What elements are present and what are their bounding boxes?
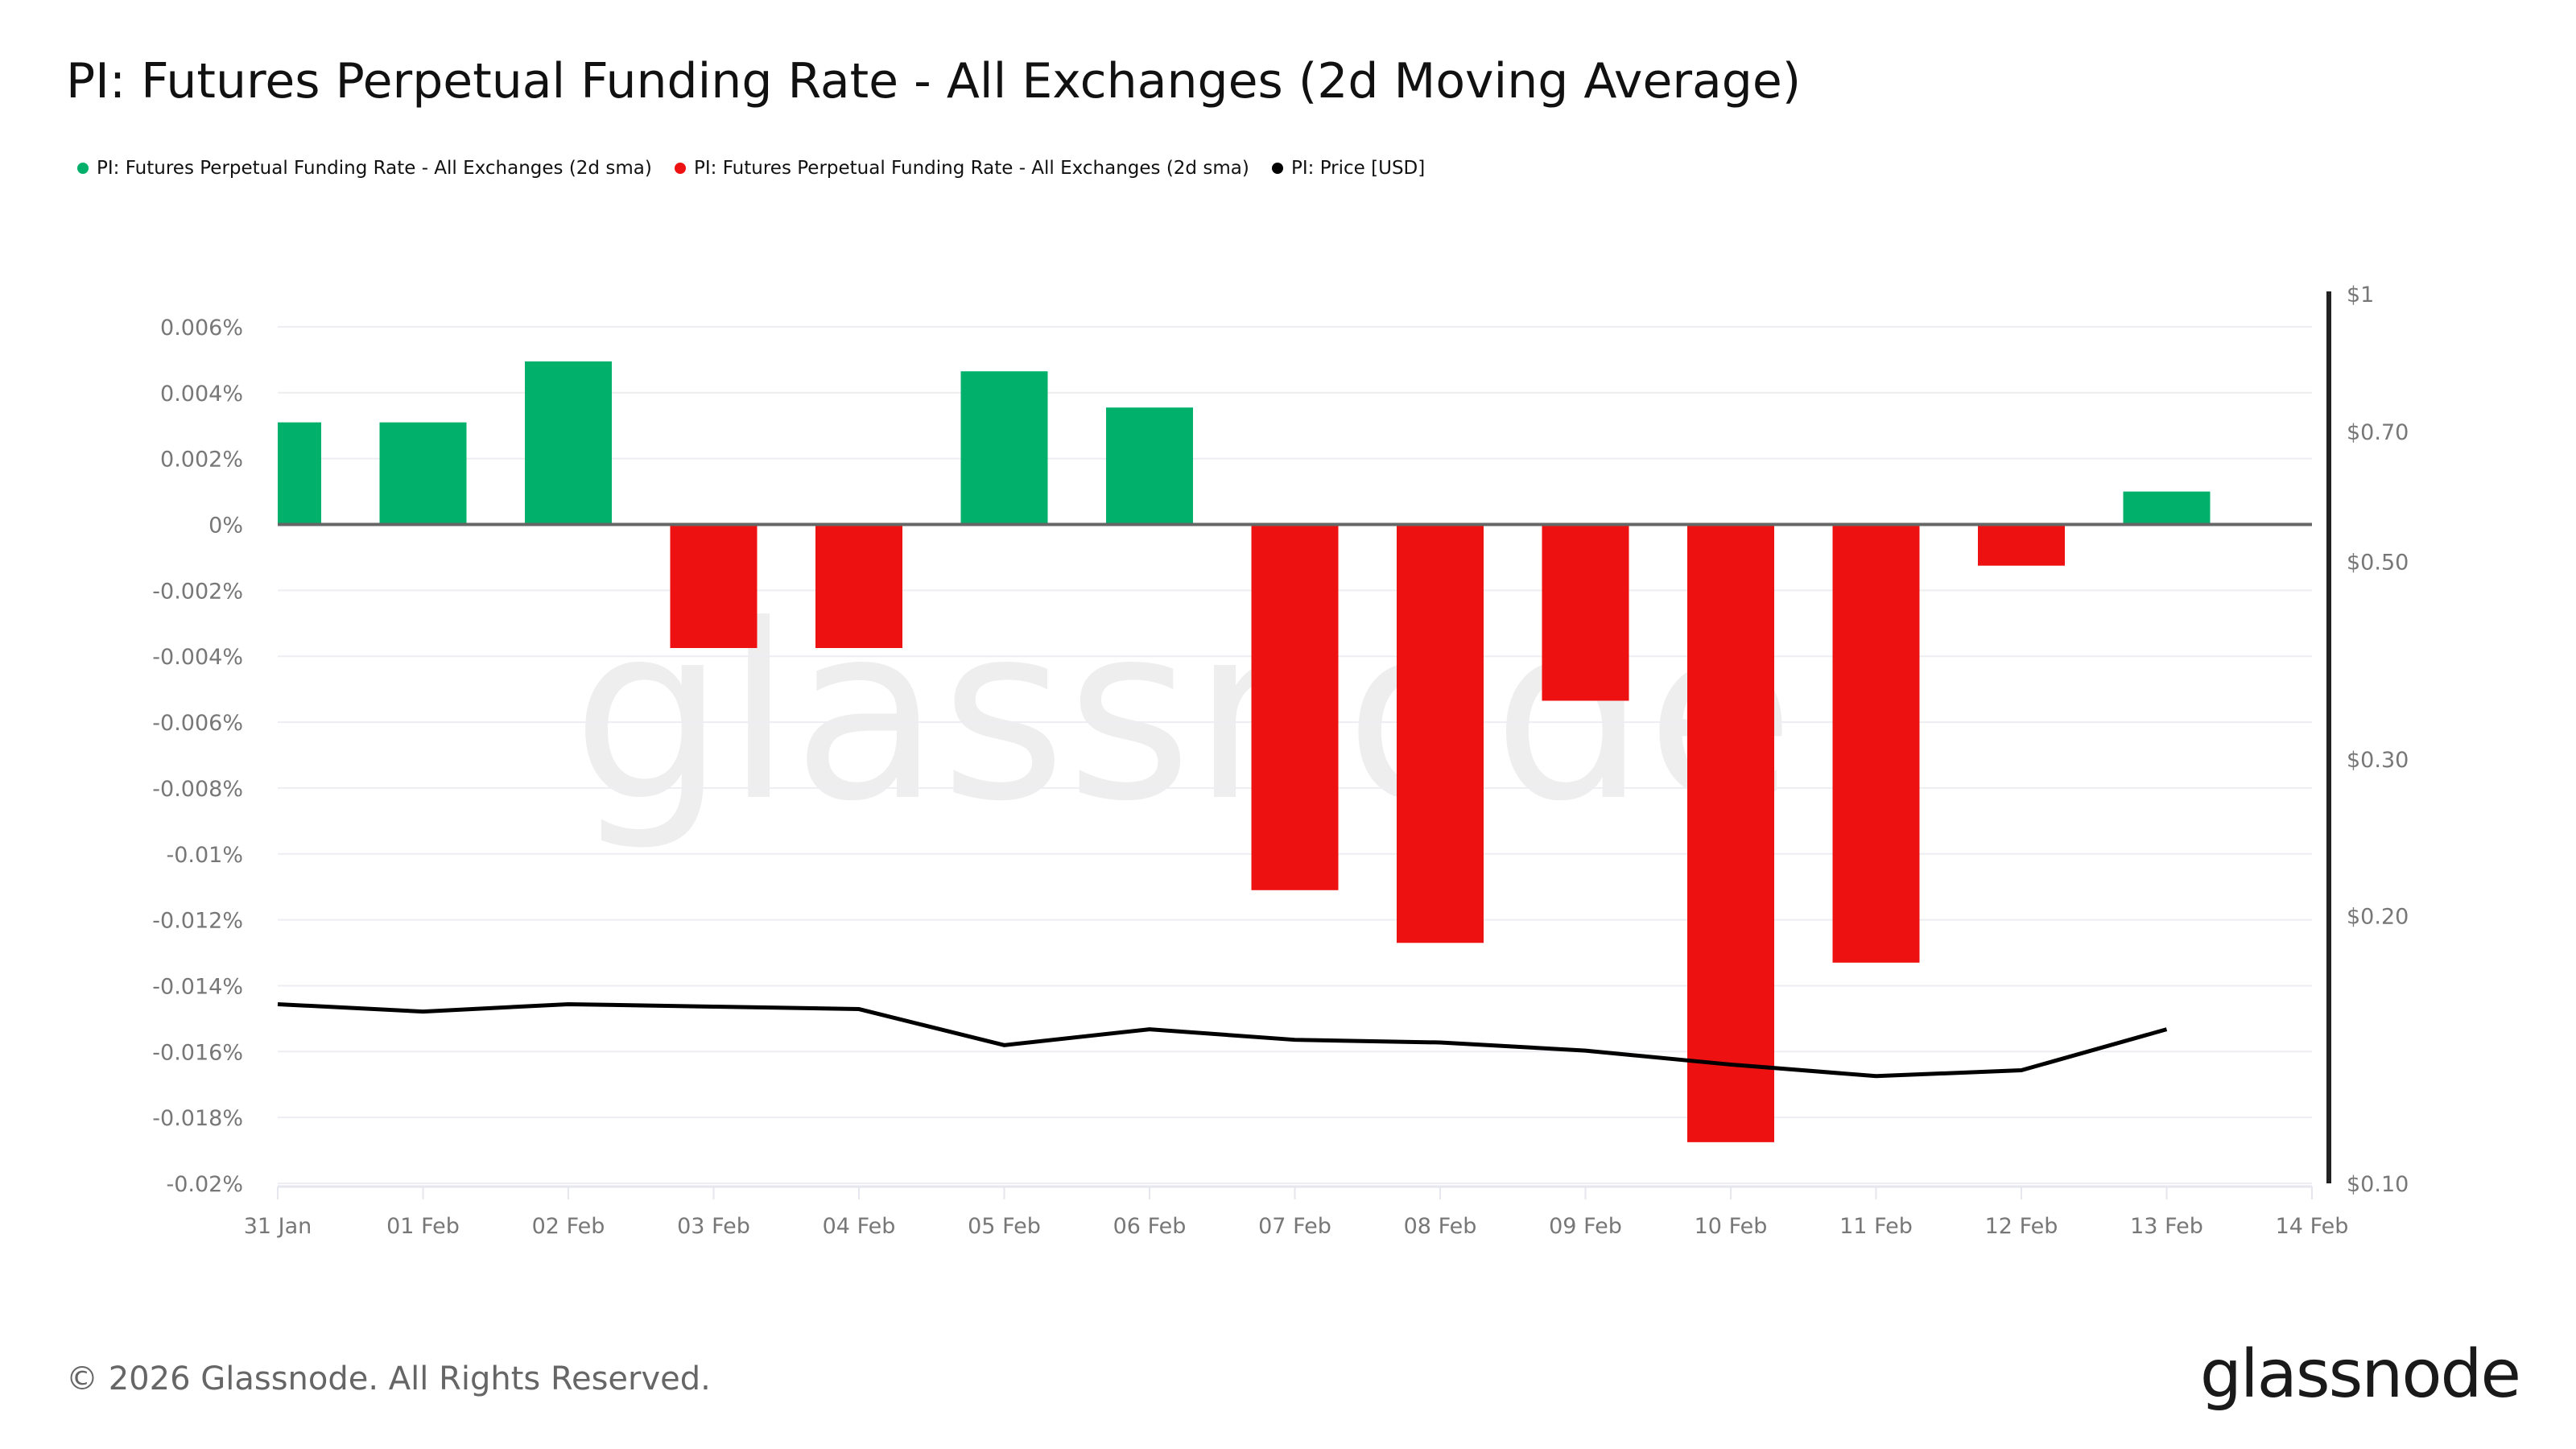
bar-positive — [960, 371, 1048, 525]
x-tick-label: 03 Feb — [677, 1214, 750, 1239]
x-tick-label: 13 Feb — [2130, 1214, 2203, 1239]
y-left-tick-label: -0.018% — [152, 1106, 243, 1131]
y-left-tick-label: 0.006% — [160, 316, 243, 341]
legend-item-funding-positive[interactable]: PI: Futures Perpetual Funding Rate - All… — [77, 158, 652, 179]
legend-dot-red-icon — [675, 163, 686, 174]
bar-positive — [379, 422, 467, 525]
legend-item-funding-negative[interactable]: PI: Futures Perpetual Funding Rate - All… — [675, 158, 1249, 179]
bar-negative — [1832, 524, 1920, 963]
x-tick-label: 14 Feb — [2276, 1214, 2349, 1239]
y-left-tick-label: -0.01% — [166, 843, 243, 868]
y-right-tick-label: $0.30 — [2347, 748, 2409, 773]
y-left-tick-label: -0.002% — [152, 579, 243, 604]
legend-label: PI: Price [USD] — [1291, 158, 1426, 179]
x-tick-label: 10 Feb — [1695, 1214, 1768, 1239]
copyright-footer: © 2026 Glassnode. All Rights Reserved. — [66, 1360, 711, 1397]
y-left-tick-label: -0.012% — [152, 909, 243, 934]
y-right-tick-label: $1 — [2347, 283, 2374, 308]
y-left-tick-label: -0.006% — [152, 711, 243, 736]
x-tick-label: 04 Feb — [823, 1214, 896, 1239]
bar-negative — [815, 524, 902, 648]
legend-dot-green-icon — [77, 163, 89, 174]
price-line — [277, 1001, 2168, 1079]
x-tick-label: 09 Feb — [1549, 1214, 1622, 1239]
bar-negative — [1397, 524, 1484, 943]
x-tick-label: 07 Feb — [1258, 1214, 1331, 1239]
y-left-tick-label: 0.004% — [160, 382, 243, 407]
bar-positive — [278, 422, 321, 525]
x-tick-label: 05 Feb — [968, 1214, 1041, 1239]
y-left-tick-label: 0.002% — [160, 448, 243, 473]
bar-negative — [1542, 524, 1629, 701]
y-left-tick-label: -0.008% — [152, 777, 243, 802]
x-tick-label: 06 Feb — [1113, 1214, 1187, 1239]
y-left-tick-label: 0% — [208, 514, 243, 539]
bar-positive — [525, 361, 612, 525]
bar-negative — [1687, 524, 1774, 1142]
bar-negative — [1978, 524, 2065, 566]
y-right-tick-label: $0.10 — [2347, 1172, 2409, 1197]
y-left-tick-label: -0.016% — [152, 1040, 243, 1065]
chart-title: PI: Futures Perpetual Funding Rate - All… — [66, 53, 1802, 109]
legend-label: PI: Futures Perpetual Funding Rate - All… — [97, 158, 652, 179]
x-tick-label: 02 Feb — [532, 1214, 605, 1239]
y-left-tick-label: -0.02% — [166, 1172, 243, 1197]
x-tick-label: 11 Feb — [1839, 1214, 1913, 1239]
x-tick-label: 31 Jan — [244, 1214, 312, 1239]
y-right-tick-label: $0.50 — [2347, 551, 2409, 576]
x-tick-label: 12 Feb — [1985, 1214, 2058, 1239]
legend-item-price[interactable]: PI: Price [USD] — [1272, 158, 1425, 179]
y-right-tick-label: $0.20 — [2347, 904, 2409, 929]
legend-label: PI: Futures Perpetual Funding Rate - All… — [694, 158, 1249, 179]
y-right-tick-label: $0.70 — [2347, 420, 2409, 445]
glassnode-logo: glassnode — [2199, 1336, 2521, 1413]
bar-positive — [1106, 407, 1193, 525]
y-left-tick-label: -0.014% — [152, 974, 243, 999]
bar-negative — [1251, 524, 1339, 890]
bar-negative — [670, 524, 758, 648]
y-left-tick-label: -0.004% — [152, 645, 243, 670]
legend-dot-black-icon — [1272, 163, 1283, 174]
bar-positive — [2123, 491, 2211, 525]
x-tick-label: 01 Feb — [386, 1214, 460, 1239]
x-tick-label: 08 Feb — [1404, 1214, 1477, 1239]
